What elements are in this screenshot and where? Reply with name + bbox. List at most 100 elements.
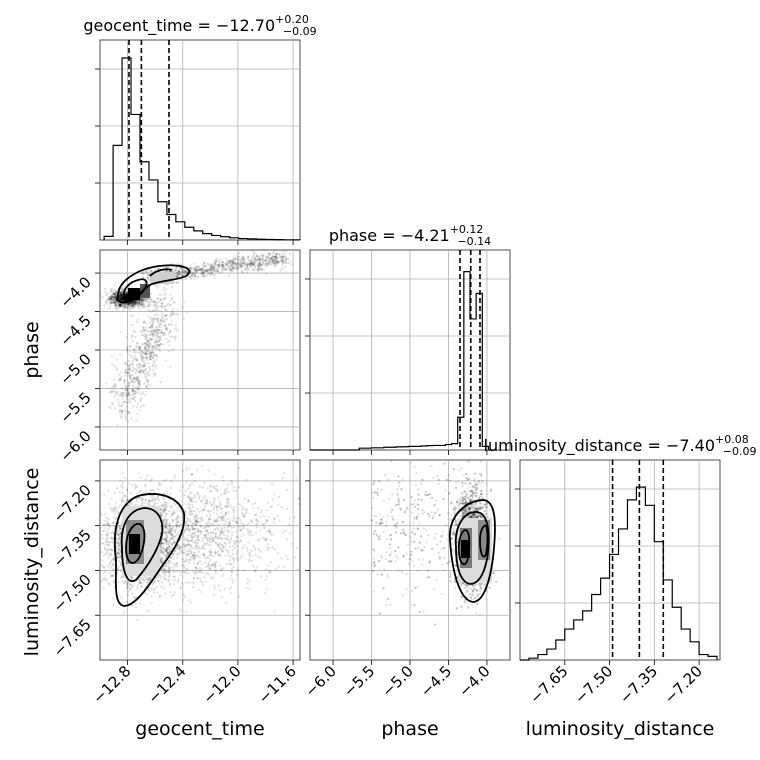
sample-point (177, 272, 180, 275)
sample-point (204, 580, 207, 583)
sample-point (142, 276, 145, 279)
title-phase: phase = −4.21+0.12 −0.14 (329, 223, 491, 248)
sample-point (122, 298, 125, 301)
sample-point (114, 296, 117, 299)
sample-point (140, 364, 143, 368)
sample-point (145, 306, 148, 309)
sample-point (227, 497, 230, 500)
sample-point (217, 523, 220, 526)
sample-point (126, 391, 129, 394)
sample-point (165, 522, 168, 525)
sample-point (199, 500, 203, 503)
sample-point (124, 291, 127, 295)
sample-point (213, 266, 217, 269)
sample-point (141, 306, 144, 309)
sample-point (95, 523, 97, 525)
sample-point (124, 418, 127, 421)
sample-point (206, 270, 209, 273)
sample-point (165, 329, 168, 332)
sample-point (179, 267, 182, 270)
sample-point (130, 323, 133, 326)
sample-point (120, 296, 123, 299)
sample-point (220, 264, 223, 267)
sample-point (169, 547, 172, 550)
sample-point (142, 365, 146, 368)
sample-point (210, 267, 213, 270)
sample-point (101, 559, 104, 562)
sample-point (138, 308, 141, 311)
sample-point (127, 391, 131, 394)
sample-point (109, 301, 112, 304)
sample-point (203, 495, 206, 498)
sample-point (165, 328, 168, 331)
sample-point (154, 498, 157, 501)
sample-point (196, 469, 199, 472)
sample-point (156, 313, 159, 316)
sample-point (250, 554, 253, 558)
sample-point (287, 258, 290, 261)
sample-point (160, 305, 163, 308)
sample-point (203, 576, 206, 579)
sample-point (124, 369, 127, 372)
sample-point (150, 352, 153, 355)
sample-point (118, 525, 121, 528)
sample-point (200, 563, 203, 566)
sample-point (225, 268, 228, 271)
sample-point (256, 263, 259, 266)
sample-point (257, 264, 260, 267)
sample-point (156, 343, 159, 346)
sample-point (233, 506, 236, 509)
sample-point (266, 256, 269, 259)
sample-point (115, 291, 118, 294)
sample-point (103, 548, 107, 551)
sample-point (136, 503, 139, 506)
sample-point (225, 262, 229, 265)
sample-point (111, 363, 114, 366)
sample-point (172, 569, 175, 572)
sample-point (127, 304, 130, 307)
sample-point (280, 259, 283, 262)
sample-point (156, 332, 159, 335)
sample-point (168, 350, 171, 353)
sample-point (145, 298, 148, 301)
sample-point (141, 326, 145, 329)
sample-point (251, 256, 254, 259)
sample-point (119, 304, 122, 307)
sample-point (148, 374, 151, 377)
sample-point (212, 576, 215, 579)
sample-point (131, 301, 134, 304)
sample-point (132, 299, 135, 302)
sample-point (141, 360, 144, 363)
sample-point (189, 266, 192, 269)
sample-point (230, 265, 233, 268)
sample-point (110, 386, 114, 390)
sample-point (250, 258, 253, 261)
sample-point (174, 335, 177, 338)
sample-point (185, 558, 188, 561)
sample-point (166, 269, 169, 272)
sample-point (120, 296, 123, 299)
sample-point (108, 571, 111, 574)
sample-point (262, 258, 265, 261)
sample-point (265, 257, 268, 260)
sample-point (142, 273, 145, 276)
sample-point (114, 501, 117, 504)
sample-point (149, 305, 152, 308)
sample-point (214, 261, 217, 265)
sample-point (252, 264, 255, 267)
sample-point (104, 301, 107, 305)
sample-point (226, 534, 229, 537)
sample-point (144, 337, 147, 341)
sample-point (246, 582, 249, 585)
sample-point (139, 303, 143, 307)
sample-point (109, 300, 112, 303)
sample-point (119, 294, 122, 297)
sample-point (199, 579, 202, 583)
sample-point (125, 402, 128, 405)
sample-point (114, 292, 117, 296)
sample-point (123, 304, 126, 307)
sample-point (122, 298, 125, 301)
sample-point (121, 295, 124, 298)
sample-point (119, 293, 122, 296)
